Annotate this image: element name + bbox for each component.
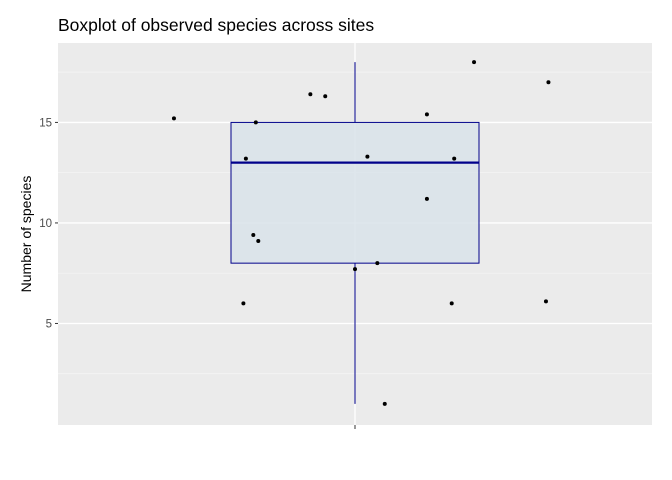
data-point (382, 401, 387, 406)
data-point (365, 154, 370, 159)
data-point (323, 94, 328, 99)
box-group (230, 62, 480, 404)
data-point (253, 120, 258, 125)
data-point (449, 301, 454, 306)
y-tick-label: 15 (39, 117, 52, 129)
data-point (424, 112, 429, 117)
data-point (543, 299, 548, 304)
data-point (546, 80, 551, 85)
data-point (171, 116, 176, 121)
data-point (256, 239, 261, 244)
y-axis-title: Number of species (18, 176, 34, 293)
y-tick-label: 10 (39, 218, 52, 230)
jittered-points (171, 60, 551, 406)
data-point (241, 301, 246, 306)
data-point (243, 156, 248, 161)
interquartile-box (230, 121, 480, 264)
data-point (375, 261, 380, 266)
data-point (424, 196, 429, 201)
data-point (308, 92, 313, 97)
axes: 5 10 15 (39, 117, 356, 429)
data-point (452, 156, 457, 161)
data-point (353, 267, 357, 272)
data-point (472, 60, 477, 65)
data-point (251, 233, 256, 238)
chart-title: Boxplot of observed species across sites (58, 15, 375, 35)
y-tick-label: 5 (46, 318, 52, 330)
